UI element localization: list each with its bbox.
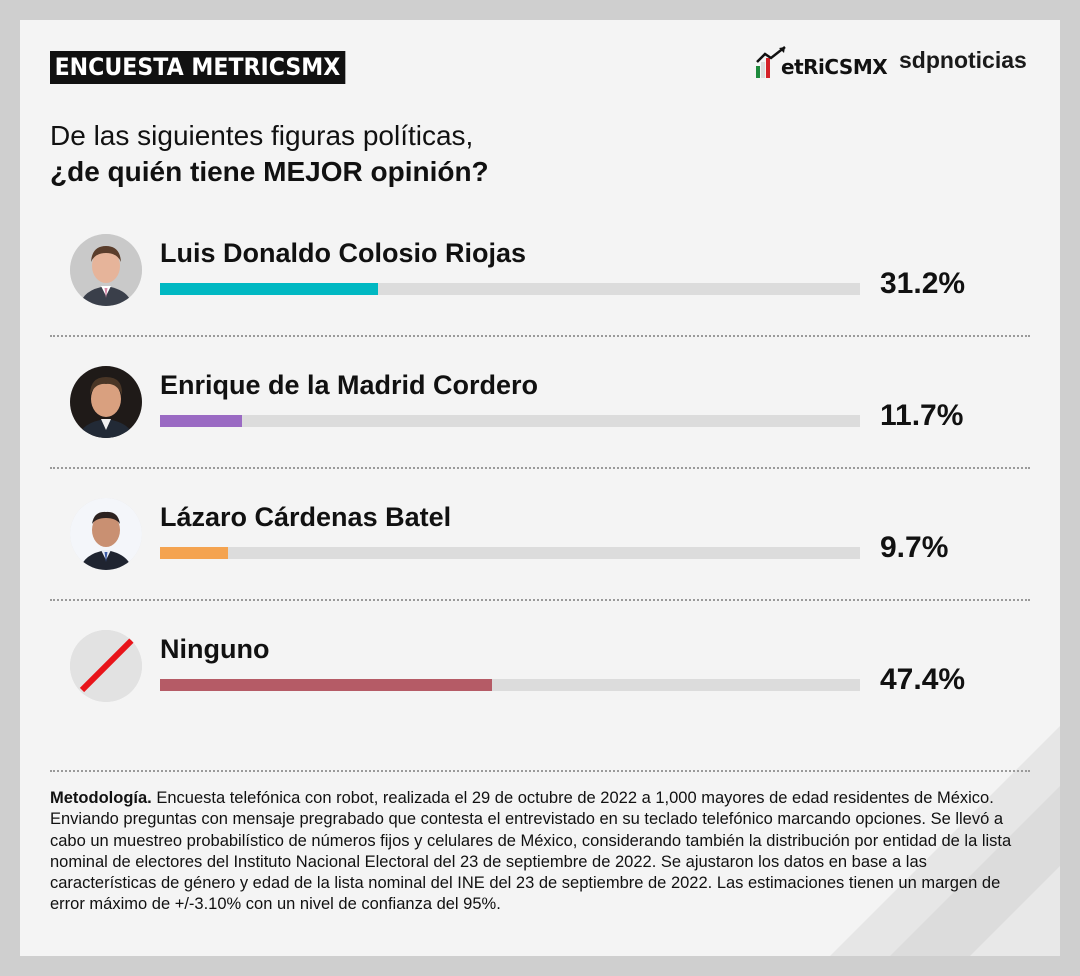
bar-track: [160, 547, 860, 559]
no-symbol-icon: [70, 630, 142, 702]
bar-track: [160, 679, 860, 691]
bar-track: [160, 283, 860, 295]
question-line-1: De las siguientes figuras políticas,: [50, 120, 474, 151]
candidate-row: Lázaro Cárdenas Batel 9.7%: [20, 484, 1060, 616]
sdpnoticias-logo: sdpnoticias: [899, 47, 1027, 73]
question-title: De las siguientes figuras políticas, ¿de…: [50, 118, 489, 190]
candidate-row: Ninguno 47.4%: [20, 616, 1060, 748]
bar-value-label: 47.4%: [880, 663, 966, 696]
bar-value-label: 11.7%: [880, 399, 964, 432]
row-divider: [50, 467, 1030, 469]
person-photo-icon: [70, 234, 142, 306]
methodology-note: Metodología. Encuesta telefónica con rob…: [50, 788, 1025, 916]
row-divider: [50, 770, 1030, 772]
methodology-label: Metodología.: [50, 789, 152, 807]
person-photo-icon: [70, 366, 142, 438]
bar-track: [160, 415, 860, 427]
candidate-row: Enrique de la Madrid Cordero 11.7%: [20, 352, 1060, 484]
metricsmx-logo-text: etRiCSMX: [781, 55, 888, 79]
bar: [160, 679, 492, 691]
person-photo-icon: [70, 498, 142, 570]
metricsmx-logo: etRiCSMX: [755, 40, 888, 80]
candidate-name: Luis Donaldo Colosio Riojas: [160, 238, 527, 268]
candidate-name: Lázaro Cárdenas Batel: [160, 502, 452, 532]
candidate-row: Luis Donaldo Colosio Riojas 31.2%: [20, 220, 1060, 352]
bar-value-label: 9.7%: [880, 531, 949, 564]
bar-value-label: 31.2%: [880, 267, 966, 300]
corner-decoration: [830, 726, 1060, 956]
bar: [160, 283, 378, 295]
candidate-name: Ninguno: [160, 634, 270, 664]
metricsmx-chart-icon: [756, 46, 786, 78]
bar: [160, 547, 228, 559]
candidate-name: Enrique de la Madrid Cordero: [160, 370, 539, 400]
bar: [160, 415, 242, 427]
poll-badge: ENCUESTA METRICSMX: [50, 51, 345, 84]
methodology-text: Encuesta telefónica con robot, realizada…: [50, 789, 1012, 914]
row-divider: [50, 599, 1030, 601]
question-line-2: ¿de quién tiene MEJOR opinión?: [50, 156, 489, 187]
poll-card: ENCUESTA METRICSMX etRiCSMX sdpnoticias …: [20, 20, 1060, 956]
row-divider: [50, 335, 1030, 337]
